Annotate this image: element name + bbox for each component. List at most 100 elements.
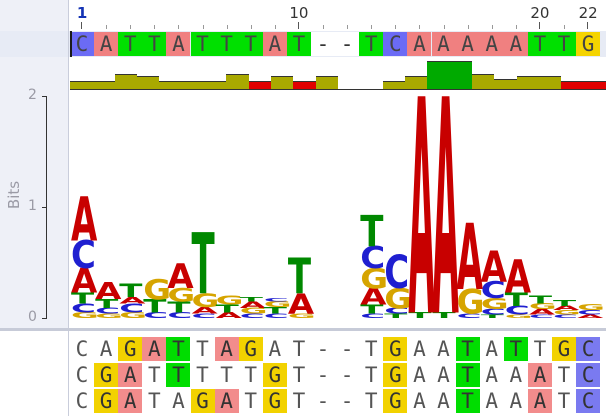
ruler-minor-tick xyxy=(202,25,204,29)
consensus-base[interactable]: T xyxy=(142,32,167,56)
sequence-base[interactable]: A xyxy=(214,337,239,361)
sequence-base[interactable]: A xyxy=(413,389,426,413)
sequence-base[interactable]: A xyxy=(437,389,450,413)
consensus-base[interactable]: A xyxy=(262,32,287,56)
logo-letter: C xyxy=(143,311,168,320)
sequence-base[interactable]: T xyxy=(533,337,547,361)
sequence-base[interactable]: A xyxy=(437,337,450,361)
consensus-base[interactable]: A xyxy=(455,32,480,56)
sequence-base[interactable]: T xyxy=(292,389,306,413)
consensus-base[interactable]: A xyxy=(166,32,191,56)
selection-marker xyxy=(70,31,72,57)
sequence-base[interactable]: T xyxy=(364,389,378,413)
consensus-base[interactable]: T xyxy=(118,32,143,56)
sequence-base[interactable]: A xyxy=(509,389,523,413)
vertical-divider[interactable] xyxy=(68,0,69,416)
sequence-base[interactable]: T xyxy=(147,363,161,387)
logo-y-tick xyxy=(42,96,47,97)
sequence-base[interactable]: T xyxy=(244,389,258,413)
sequence-base[interactable]: C xyxy=(576,337,601,361)
sequence-base[interactable]: A xyxy=(172,389,185,413)
logo-letter: G xyxy=(384,283,412,315)
sequence-base[interactable]: C xyxy=(576,363,601,387)
consensus-base[interactable]: T xyxy=(359,32,384,56)
sequence-base[interactable]: G xyxy=(94,389,119,413)
sequence-base[interactable]: T xyxy=(455,337,480,361)
sequence-base[interactable]: A xyxy=(509,363,523,387)
sequence-base[interactable]: A xyxy=(142,337,167,361)
sequence-base[interactable]: A xyxy=(437,363,450,387)
sequence-base[interactable]: G xyxy=(190,389,215,413)
consensus-base[interactable]: T xyxy=(527,32,552,56)
sequence-base[interactable]: A xyxy=(527,389,552,413)
sequence-base[interactable]: T xyxy=(220,363,233,387)
sequence-base[interactable]: - xyxy=(340,363,354,387)
sequence-base[interactable]: T xyxy=(244,363,258,387)
sequence-base[interactable]: A xyxy=(413,337,426,361)
sequence-base[interactable]: - xyxy=(340,389,354,413)
sequence-base[interactable]: C xyxy=(75,363,89,387)
sequence-base[interactable]: A xyxy=(527,363,552,387)
sequence-base[interactable]: T xyxy=(196,337,209,361)
sequence-base[interactable]: T xyxy=(166,337,191,361)
sequence-base[interactable]: A xyxy=(99,337,113,361)
sequence-base[interactable]: G xyxy=(238,337,263,361)
sequence-base[interactable]: A xyxy=(485,389,499,413)
sequence-base[interactable]: T xyxy=(166,363,191,387)
sequence-base[interactable]: A xyxy=(485,337,499,361)
sequence-base[interactable]: - xyxy=(316,337,330,361)
sequence-base[interactable]: T xyxy=(455,363,480,387)
sequence-base[interactable]: T xyxy=(503,337,528,361)
consensus-base[interactable]: A xyxy=(503,32,528,56)
consensus-base[interactable]: A xyxy=(407,32,432,56)
sequence-base[interactable]: T xyxy=(364,363,378,387)
sequence-base[interactable]: T xyxy=(196,363,209,387)
consensus-base[interactable]: A xyxy=(94,32,119,56)
pane-splitter[interactable] xyxy=(0,328,606,331)
sequence-base[interactable]: A xyxy=(118,363,143,387)
sequence-base[interactable]: G xyxy=(383,389,408,413)
consensus-base[interactable]: A xyxy=(479,32,504,56)
sequence-base[interactable]: T xyxy=(147,389,161,413)
consensus-base[interactable]: G xyxy=(576,32,601,56)
sequence-base[interactable]: A xyxy=(413,363,426,387)
sequence-base[interactable]: T xyxy=(455,389,480,413)
sequence-base[interactable]: A xyxy=(118,389,143,413)
consensus-base[interactable]: - xyxy=(311,32,335,56)
sequence-base[interactable]: G xyxy=(552,337,576,361)
sequence-base[interactable]: G xyxy=(262,389,287,413)
sequence-base[interactable]: C xyxy=(75,337,89,361)
sequence-base[interactable]: G xyxy=(118,337,143,361)
consensus-base[interactable]: T xyxy=(552,32,576,56)
consensus-base[interactable]: C xyxy=(70,32,94,56)
logo-letter: T xyxy=(288,248,311,305)
sequence-base[interactable]: T xyxy=(557,389,571,413)
sequence-base[interactable]: G xyxy=(262,363,287,387)
logo-letter: C xyxy=(457,312,482,319)
sequence-base[interactable]: - xyxy=(340,337,354,361)
quality-bar xyxy=(137,76,160,90)
sequence-base[interactable]: T xyxy=(292,363,306,387)
sequence-base[interactable]: - xyxy=(316,389,330,413)
sequence-base[interactable]: A xyxy=(485,363,499,387)
consensus-base[interactable]: T xyxy=(190,32,215,56)
consensus-base[interactable]: T xyxy=(238,32,263,56)
sequence-base[interactable]: A xyxy=(268,337,282,361)
sequence-base[interactable]: A xyxy=(214,389,239,413)
sequence-base[interactable]: - xyxy=(316,363,330,387)
sequence-base[interactable]: G xyxy=(383,363,408,387)
sequence-base[interactable]: G xyxy=(94,363,119,387)
consensus-base[interactable]: C xyxy=(383,32,408,56)
logo-letter: G xyxy=(264,300,292,309)
consensus-base[interactable]: T xyxy=(286,32,311,56)
sequence-base[interactable]: T xyxy=(292,337,306,361)
consensus-base[interactable]: T xyxy=(214,32,239,56)
quality-bar xyxy=(204,81,227,90)
consensus-base[interactable]: A xyxy=(431,32,456,56)
sequence-base[interactable]: T xyxy=(364,337,378,361)
sequence-base[interactable]: C xyxy=(75,389,89,413)
sequence-base[interactable]: G xyxy=(383,337,408,361)
sequence-base[interactable]: T xyxy=(557,363,571,387)
sequence-base[interactable]: C xyxy=(576,389,601,413)
consensus-base[interactable]: - xyxy=(335,32,360,56)
